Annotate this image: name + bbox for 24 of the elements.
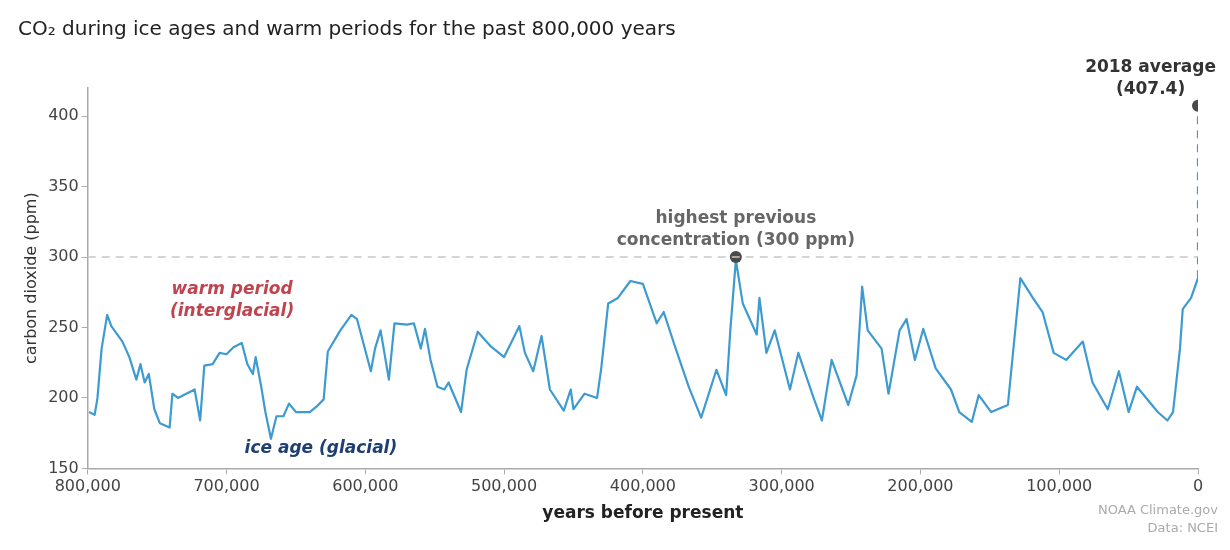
x-tick-label: 200,000 bbox=[887, 476, 954, 496]
y-tick-label: 350 bbox=[48, 175, 79, 195]
x-tick-label: 500,000 bbox=[471, 476, 538, 496]
x-tick-label: 700,000 bbox=[193, 476, 260, 496]
x-axis-title: years before present bbox=[542, 502, 744, 523]
text: NOAA Climate.gov bbox=[1097, 502, 1219, 517]
y-tick-label: 400 bbox=[48, 105, 79, 125]
y-axis-title: carbon dioxide (ppm) bbox=[20, 192, 40, 365]
y-tick-label: 300 bbox=[48, 246, 79, 266]
x-tick-label: 800,000 bbox=[54, 476, 121, 496]
x-tick-label: 400,000 bbox=[609, 476, 676, 496]
x-tick-label: 0 bbox=[1192, 476, 1204, 496]
x-tick-label: 300,000 bbox=[748, 476, 815, 496]
annotation: highest previous concentration (300 ppm) bbox=[616, 207, 855, 250]
annotation: 2018 average (407.4) bbox=[1085, 55, 1216, 98]
x-tick-label: 100,000 bbox=[1026, 476, 1093, 496]
y-tick-label: 150 bbox=[48, 457, 79, 477]
y-tick-label: 200 bbox=[48, 387, 79, 407]
x-tick-label: 600,000 bbox=[332, 476, 399, 496]
y-tick-label: 250 bbox=[48, 316, 79, 336]
annotation: warm period (interglacial) bbox=[169, 278, 295, 321]
chart-title: CO₂ during ice ages and warm periods for the past 800,000 years bbox=[18, 16, 676, 41]
text: Data: NCEI bbox=[1147, 520, 1218, 535]
annotation: ice age (glacial) bbox=[244, 437, 398, 458]
